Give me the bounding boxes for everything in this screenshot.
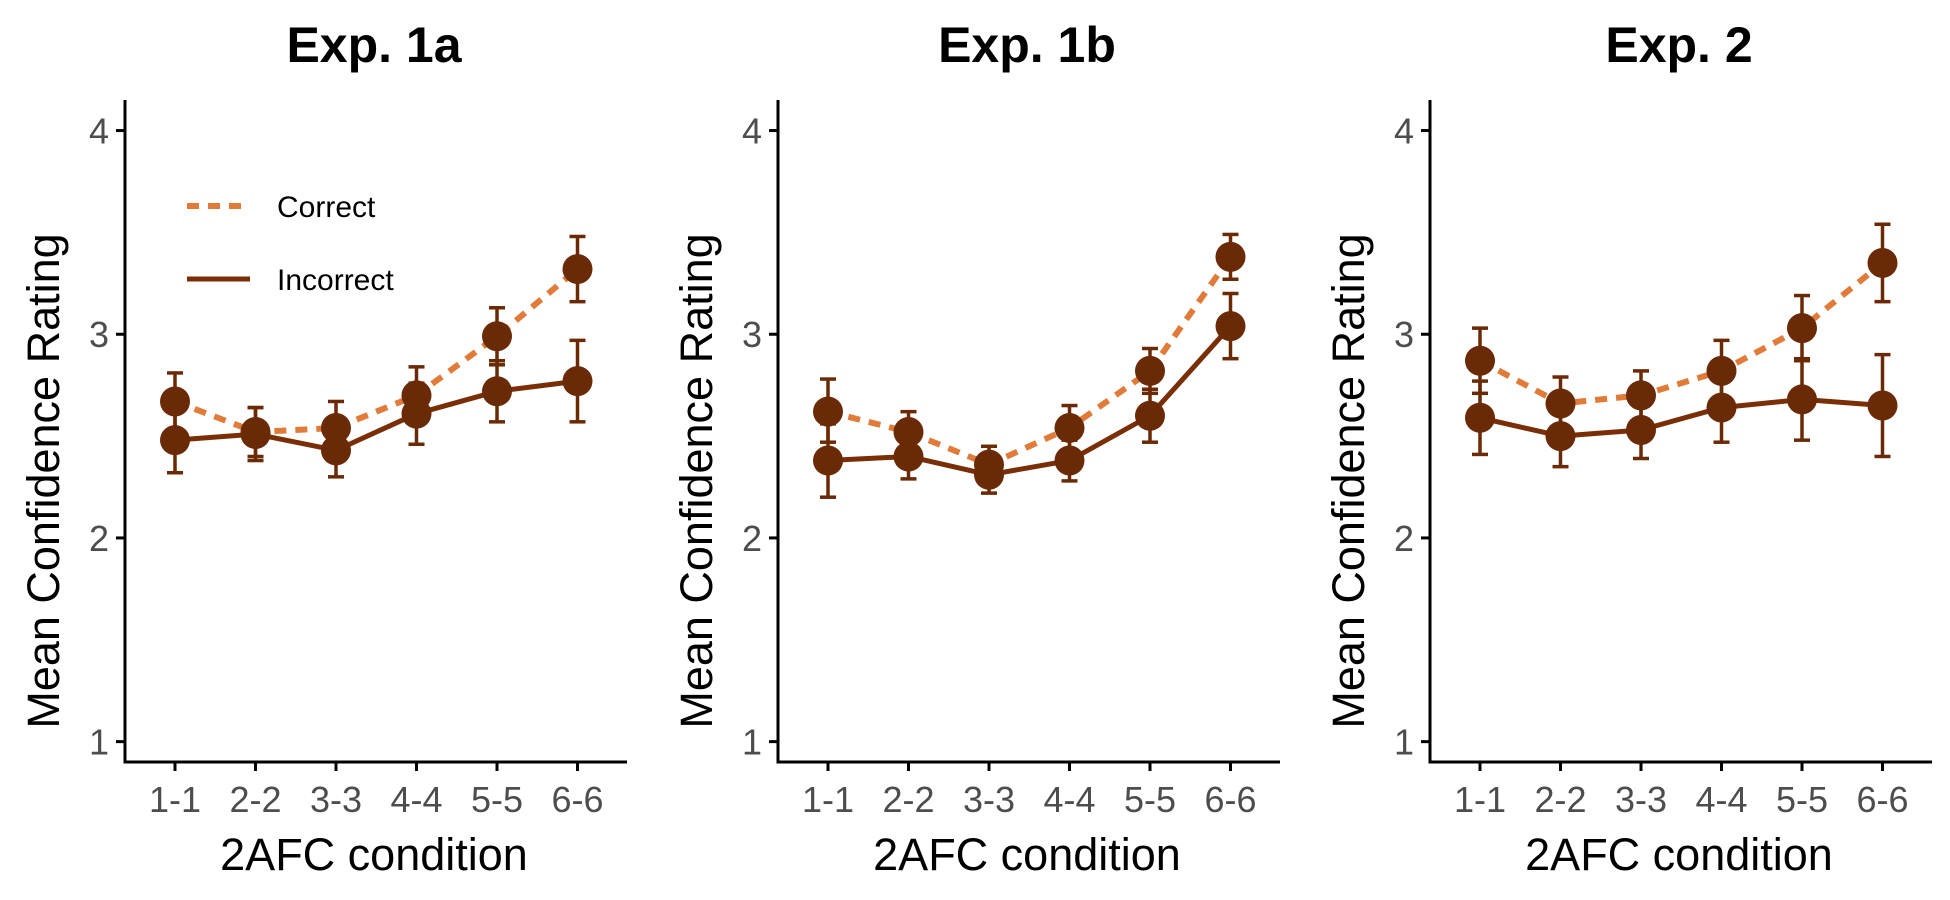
x-tick-label: 6-6 xyxy=(1856,779,1908,820)
x-tick-label: 6-6 xyxy=(551,779,603,820)
series-line-incorrect xyxy=(827,324,1233,478)
x-tick-label: 1-1 xyxy=(149,779,201,820)
data-point-incorrect xyxy=(1545,421,1576,452)
data-point-correct xyxy=(1054,412,1085,443)
data-point-incorrect xyxy=(893,441,924,472)
data-point-correct xyxy=(1465,345,1495,376)
x-axis-title: 2AFC condition xyxy=(873,829,1181,880)
y-axis-title: Mean Confidence Rating xyxy=(18,233,69,728)
data-point-incorrect xyxy=(1626,414,1656,445)
x-tick-label: 5-5 xyxy=(1776,779,1828,820)
x-tick-label: 5-5 xyxy=(1124,779,1176,820)
y-tick-label: 1 xyxy=(89,722,109,763)
data-point-correct xyxy=(321,412,351,443)
data-point-correct xyxy=(974,449,1004,480)
legend: Correct Incorrect xyxy=(187,191,394,297)
y-tick-label: 1 xyxy=(742,722,762,763)
y-tick-label: 2 xyxy=(1394,518,1414,559)
data-point-incorrect xyxy=(1787,384,1817,415)
data-point-incorrect xyxy=(1706,392,1737,423)
y-axis-title: Mean Confidence Rating xyxy=(1323,233,1374,728)
y-tick-label: 3 xyxy=(742,314,762,355)
data-point-incorrect xyxy=(321,435,351,466)
series-line-correct xyxy=(827,255,1233,468)
x-tick-label: 4-4 xyxy=(390,779,442,820)
series-line-incorrect xyxy=(174,378,578,453)
y-tick-label: 4 xyxy=(1394,111,1414,152)
data-point-incorrect xyxy=(562,366,593,397)
data-point-correct xyxy=(813,396,843,427)
x-tick-label: 3-3 xyxy=(963,779,1015,820)
data-point-correct xyxy=(160,386,190,417)
x-tick-label: 4-4 xyxy=(1043,779,1095,820)
data-point-correct xyxy=(1545,388,1576,419)
data-point-correct xyxy=(562,254,593,285)
data-point-incorrect xyxy=(1215,311,1246,342)
data-point-correct xyxy=(1626,380,1656,411)
x-tick-label: 4-4 xyxy=(1695,779,1747,820)
y-tick-label: 2 xyxy=(742,518,762,559)
x-tick-label: 3-3 xyxy=(1615,779,1667,820)
y-tick-label: 2 xyxy=(89,518,109,559)
legend-label-incorrect: Incorrect xyxy=(277,264,394,297)
data-point-incorrect xyxy=(160,425,190,456)
data-point-incorrect xyxy=(1465,402,1495,433)
data-point-correct xyxy=(482,321,512,352)
legend-label-correct: Correct xyxy=(277,191,376,224)
data-point-correct xyxy=(893,417,924,448)
data-point-incorrect xyxy=(482,376,512,407)
series-line-correct xyxy=(1478,260,1885,407)
x-tick-label: 6-6 xyxy=(1204,779,1256,820)
data-point-correct xyxy=(1135,355,1165,386)
data-point-incorrect xyxy=(1867,390,1898,421)
y-tick-label: 4 xyxy=(742,111,762,152)
y-tick-label: 3 xyxy=(1394,314,1414,355)
x-axis-title: 2AFC condition xyxy=(220,829,528,880)
y-tick-label: 3 xyxy=(89,314,109,355)
x-tick-label: 1-1 xyxy=(1454,779,1506,820)
x-tick-label: 3-3 xyxy=(310,779,362,820)
data-point-incorrect xyxy=(1054,445,1085,476)
data-point-incorrect xyxy=(1135,400,1165,431)
x-tick-label: 5-5 xyxy=(471,779,523,820)
panel-1: Exp. 1a 1 2 3 4 1-1 2-2 3-3 4-4 5-5 6-6 2AFC condit… xyxy=(18,17,627,880)
x-tick-label: 2-2 xyxy=(882,779,934,820)
data-point-correct xyxy=(1706,355,1737,386)
y-axis-title: Mean Confidence Rating xyxy=(671,233,722,728)
y-tick-label: 4 xyxy=(89,111,109,152)
panel-title: Exp. 2 xyxy=(1605,17,1752,73)
data-point-correct xyxy=(1215,241,1246,272)
x-tick-label: 1-1 xyxy=(802,779,854,820)
data-point-correct xyxy=(401,380,432,411)
data-point-incorrect xyxy=(813,445,843,476)
panel-title: Exp. 1b xyxy=(938,17,1116,73)
panel-title: Exp. 1a xyxy=(286,17,462,73)
panel-2: Exp. 1b 1 2 3 4 1-1 2-2 3-3 4-4 5-5 6-6 2AFC condit… xyxy=(671,17,1280,880)
y-tick-label: 1 xyxy=(1394,722,1414,763)
x-tick-label: 2-2 xyxy=(1534,779,1586,820)
data-point-correct xyxy=(1787,313,1817,344)
data-point-correct xyxy=(1867,247,1898,278)
x-axis-title: 2AFC condition xyxy=(1525,829,1833,880)
panel-3: Exp. 2 1 2 3 4 1-1 2-2 3-3 4-4 5-5 6-6 2AFC conditi… xyxy=(1323,17,1932,880)
data-point-correct xyxy=(240,417,271,448)
x-tick-label: 2-2 xyxy=(229,779,281,820)
series-line-incorrect xyxy=(1479,396,1883,439)
